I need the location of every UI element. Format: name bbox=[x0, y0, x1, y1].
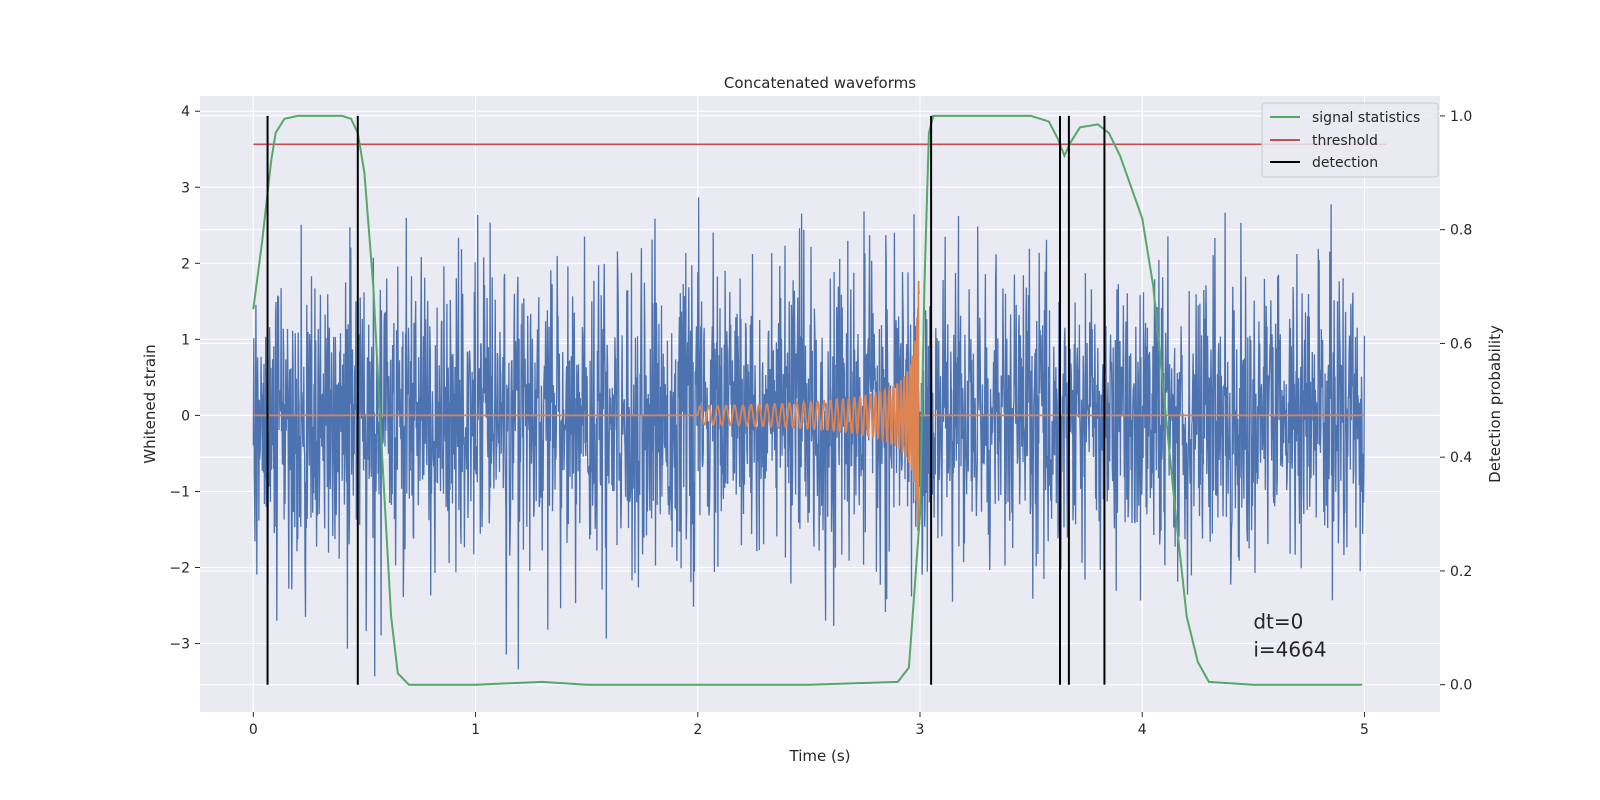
x-tick-label: 3 bbox=[916, 722, 925, 738]
y-right-axis-label: Detection probability bbox=[1486, 325, 1504, 483]
legend-box bbox=[1261, 102, 1439, 178]
y-left-tick-label: 2 bbox=[181, 256, 190, 272]
y-right-tick-label: 0.2 bbox=[1450, 564, 1472, 580]
y-left-tick-label: 4 bbox=[181, 104, 190, 120]
x-axis-ticks: 0 1 2 3 4 5 bbox=[249, 712, 1369, 738]
annotation-dt: dt=0 bbox=[1253, 609, 1303, 633]
y-left-tick-label: −2 bbox=[169, 561, 190, 577]
y-left-tick-label: 3 bbox=[181, 180, 190, 196]
y-left-tick-label: 0 bbox=[181, 408, 190, 424]
legend-label-detection: detection bbox=[1312, 155, 1378, 171]
x-tick-label: 1 bbox=[471, 722, 480, 738]
y-left-tick-label: 1 bbox=[181, 332, 190, 348]
y-right-axis-ticks: 0.0 0.2 0.4 0.6 0.8 1.0 bbox=[1440, 109, 1472, 694]
y-right-tick-label: 0.4 bbox=[1450, 450, 1472, 466]
x-tick-label: 5 bbox=[1360, 722, 1369, 738]
y-right-tick-label: 1.0 bbox=[1450, 109, 1472, 125]
annotation-index: i=4664 bbox=[1253, 637, 1326, 661]
y-right-tick-label: 0.0 bbox=[1450, 678, 1472, 694]
detection-lines bbox=[266, 115, 1106, 685]
x-tick-label: 0 bbox=[249, 722, 258, 738]
y-left-axis-label: Whitened strain bbox=[141, 344, 159, 463]
legend-label-threshold: threshold bbox=[1312, 133, 1378, 149]
y-right-tick-label: 0.6 bbox=[1450, 336, 1472, 352]
y-right-tick-label: 0.8 bbox=[1450, 223, 1472, 239]
chart-title: Concatenated waveforms bbox=[724, 74, 916, 92]
plot-area bbox=[252, 114, 1387, 686]
strain-series bbox=[252, 197, 1366, 677]
x-tick-label: 4 bbox=[1138, 722, 1147, 738]
template-series bbox=[253, 280, 1365, 532]
legend: signal statistics threshold detection bbox=[1261, 102, 1439, 178]
y-left-tick-label: −3 bbox=[169, 637, 190, 653]
x-axis-label: Time (s) bbox=[789, 747, 851, 765]
x-tick-label: 2 bbox=[693, 722, 702, 738]
y-left-tick-label: −1 bbox=[169, 484, 190, 500]
y-left-axis-ticks: −3 −2 −1 0 1 2 3 4 bbox=[169, 104, 200, 653]
legend-label-statistics: signal statistics bbox=[1312, 110, 1420, 126]
signal-statistics-series bbox=[252, 114, 1363, 686]
